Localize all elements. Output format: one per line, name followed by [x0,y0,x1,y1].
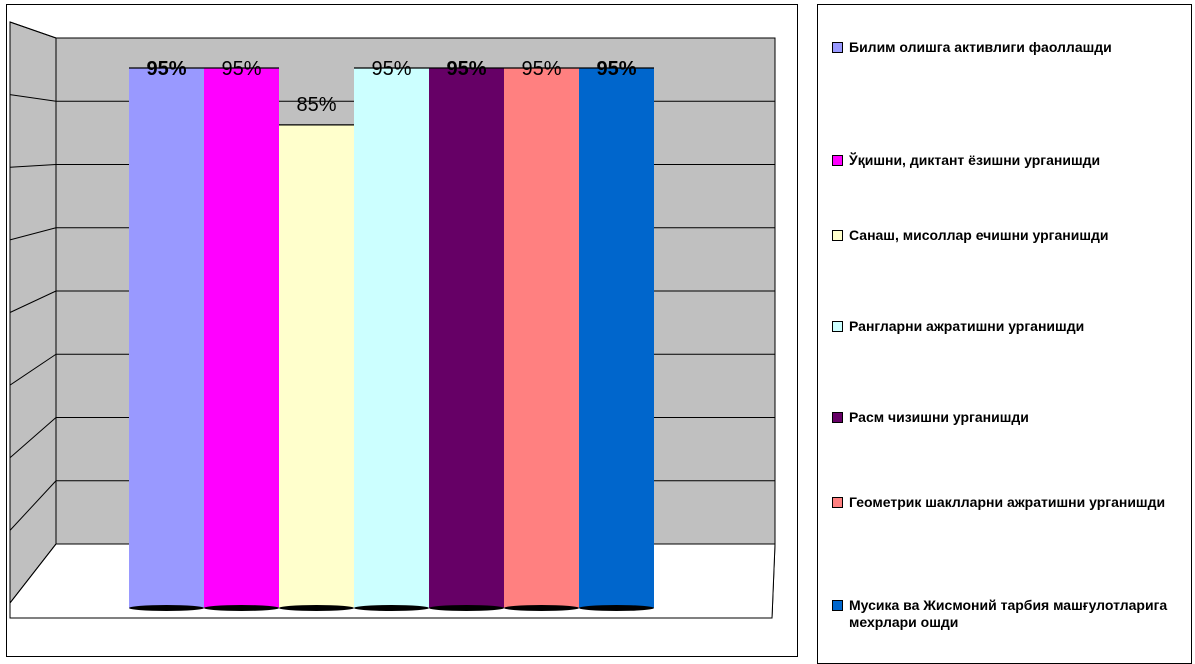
bar-shading [579,68,654,608]
bar-shading [354,68,429,608]
bar-shading [279,124,354,608]
bar-chart: 95% 95% 85% 95% 95% 95% 95% [9,21,776,619]
gridline-side [9,94,57,102]
data-label: 95% [371,58,411,80]
legend-label: Рангларни ажратишни урганишди [849,318,1085,334]
legend-swatch [832,155,843,166]
bars [129,67,654,611]
legend-label: Расм чизишни урганишди [849,409,1029,425]
bar-base [354,605,429,611]
bar-base [279,605,354,611]
data-label: 95% [596,58,636,80]
legend-swatch [832,412,843,423]
gridline-side [9,227,57,241]
legend-label: Билим олишга активлиги фаоллашди [849,39,1112,55]
legend-item: Расм чизишни урганишди [832,409,1187,426]
bar-shading [129,68,204,608]
legend-label: Мусика ва Жисмоний тарбия машғулотларига… [849,597,1168,630]
bar-base [129,605,204,611]
legend-item: Билим олишга активлиги фаоллашди [832,39,1187,56]
legend-swatch [832,600,843,611]
legend-swatch [832,230,843,241]
legend-item: Мусика ва Жисмоний тарбия машғулотларига… [832,597,1187,631]
gridline-side [9,290,57,313]
legend-swatch [832,42,843,53]
bar-base [204,605,279,611]
data-label: 95% [146,58,186,80]
gridline-side [9,480,57,531]
bar-shading [504,68,579,608]
legend-item: Ўқишни, диктант ёзишни урганишди [832,152,1187,169]
bar-base [579,605,654,611]
data-label: 95% [521,58,561,80]
data-label: 85% [296,94,336,116]
gridline-side [9,164,57,168]
gridline-side [9,21,57,39]
gridline-side [9,353,57,386]
legend-swatch [832,321,843,332]
legend-item: Геометрик шаклларни ажратишни урганишди [832,494,1187,511]
data-label: 95% [446,58,486,80]
data-label: 95% [221,58,261,80]
bar-shading [204,68,279,608]
legend-label: Геометрик шаклларни ажратишни урганишди [849,494,1166,510]
legend: Билим олишга активлиги фаоллашди Ўқишни, … [817,4,1192,664]
bar-base [429,605,504,611]
legend-label: Ўқишни, диктант ёзишни урганишди [849,152,1101,168]
gridline-side [9,543,57,604]
legend-swatch [832,497,843,508]
side-wall [9,21,57,605]
legend-item: Рангларни ажратишни урганишди [832,318,1187,335]
legend-label: Санаш, мисоллар ечишни урганишди [849,227,1109,243]
gridline-side [9,417,57,459]
bar-base [504,605,579,611]
legend-item: Санаш, мисоллар ечишни урганишди [832,227,1187,244]
bar-shading [429,68,504,608]
data-labels: 95% 95% 85% 95% 95% 95% 95% [146,58,636,116]
